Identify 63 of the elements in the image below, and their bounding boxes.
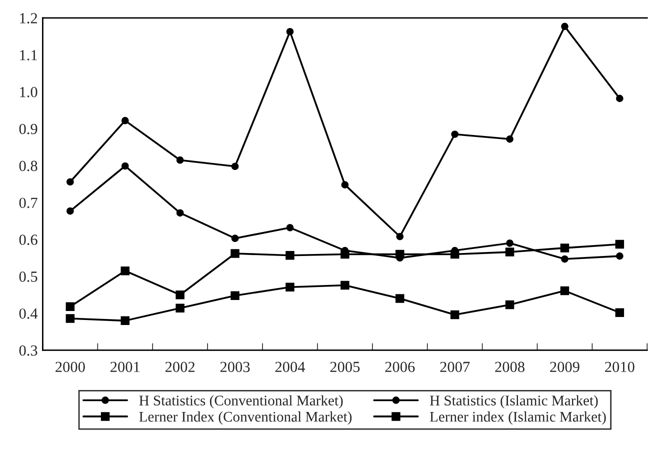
- y-tick-label: 1.1: [20, 50, 37, 60]
- point: [66, 207, 74, 215]
- point: [121, 116, 129, 124]
- point: [286, 224, 294, 232]
- point: [341, 181, 349, 189]
- point: [120, 266, 130, 276]
- point: [66, 314, 75, 323]
- x-tick-label: 2008: [495, 362, 524, 372]
- point: [121, 162, 129, 170]
- legend-label: H Statistics (Conventional Market): [139, 395, 343, 408]
- legend-label: Lerner Index (Conventional Market): [139, 411, 352, 425]
- legend-label: Lerner index (Islamic Market): [430, 411, 606, 425]
- point: [615, 240, 624, 249]
- point: [560, 244, 570, 252]
- x-tick-label: 2002: [165, 362, 195, 372]
- point: [176, 290, 184, 300]
- x-tick-label: 2010: [605, 362, 634, 372]
- point: [230, 291, 240, 300]
- point: [505, 300, 514, 310]
- x-tick-label: 2000: [56, 362, 85, 372]
- point: [616, 94, 624, 102]
- point: [615, 308, 624, 317]
- y-tick-label: 0.6: [19, 234, 38, 245]
- point: [231, 234, 239, 242]
- point: [176, 209, 184, 217]
- point: [505, 248, 514, 256]
- point: [120, 316, 130, 326]
- point: [286, 282, 294, 292]
- point: [451, 130, 459, 138]
- point: [231, 162, 239, 170]
- legend-label: H Statistics (Islamic Market): [430, 395, 598, 408]
- y-tick-label: 0.5: [19, 272, 38, 282]
- y-tick-label: 1.0: [20, 86, 38, 98]
- x-tick-label: 2004: [275, 362, 306, 372]
- x-tick-label: 2006: [385, 362, 415, 372]
- point: [396, 294, 404, 303]
- point: [176, 304, 184, 313]
- y-tick-label: 0.7: [19, 198, 38, 208]
- point: [506, 135, 514, 143]
- y-tick-label: 1.2: [20, 13, 37, 24]
- point: [340, 280, 350, 290]
- point: [450, 310, 460, 320]
- point: [66, 178, 74, 186]
- x-tick-label: 2009: [550, 362, 580, 372]
- point: [561, 255, 568, 263]
- x-tick-label: 2003: [220, 362, 250, 372]
- point: [561, 22, 568, 30]
- point: [616, 252, 624, 260]
- x-tick-label: 2007: [440, 362, 470, 372]
- point: [286, 250, 294, 260]
- x-tick-label: 2001: [110, 362, 140, 372]
- point: [66, 302, 75, 312]
- y-tick-label: 0.3: [19, 345, 38, 356]
- point: [560, 286, 570, 296]
- y-tick-label: 0.8: [19, 160, 38, 172]
- y-tick-label: 0.4: [19, 308, 38, 319]
- point: [286, 28, 294, 36]
- point: [176, 156, 184, 164]
- point: [506, 239, 514, 247]
- point: [396, 232, 404, 240]
- point: [230, 249, 240, 258]
- x-tick-label: 2005: [330, 362, 360, 372]
- y-tick-label: 0.9: [19, 124, 38, 134]
